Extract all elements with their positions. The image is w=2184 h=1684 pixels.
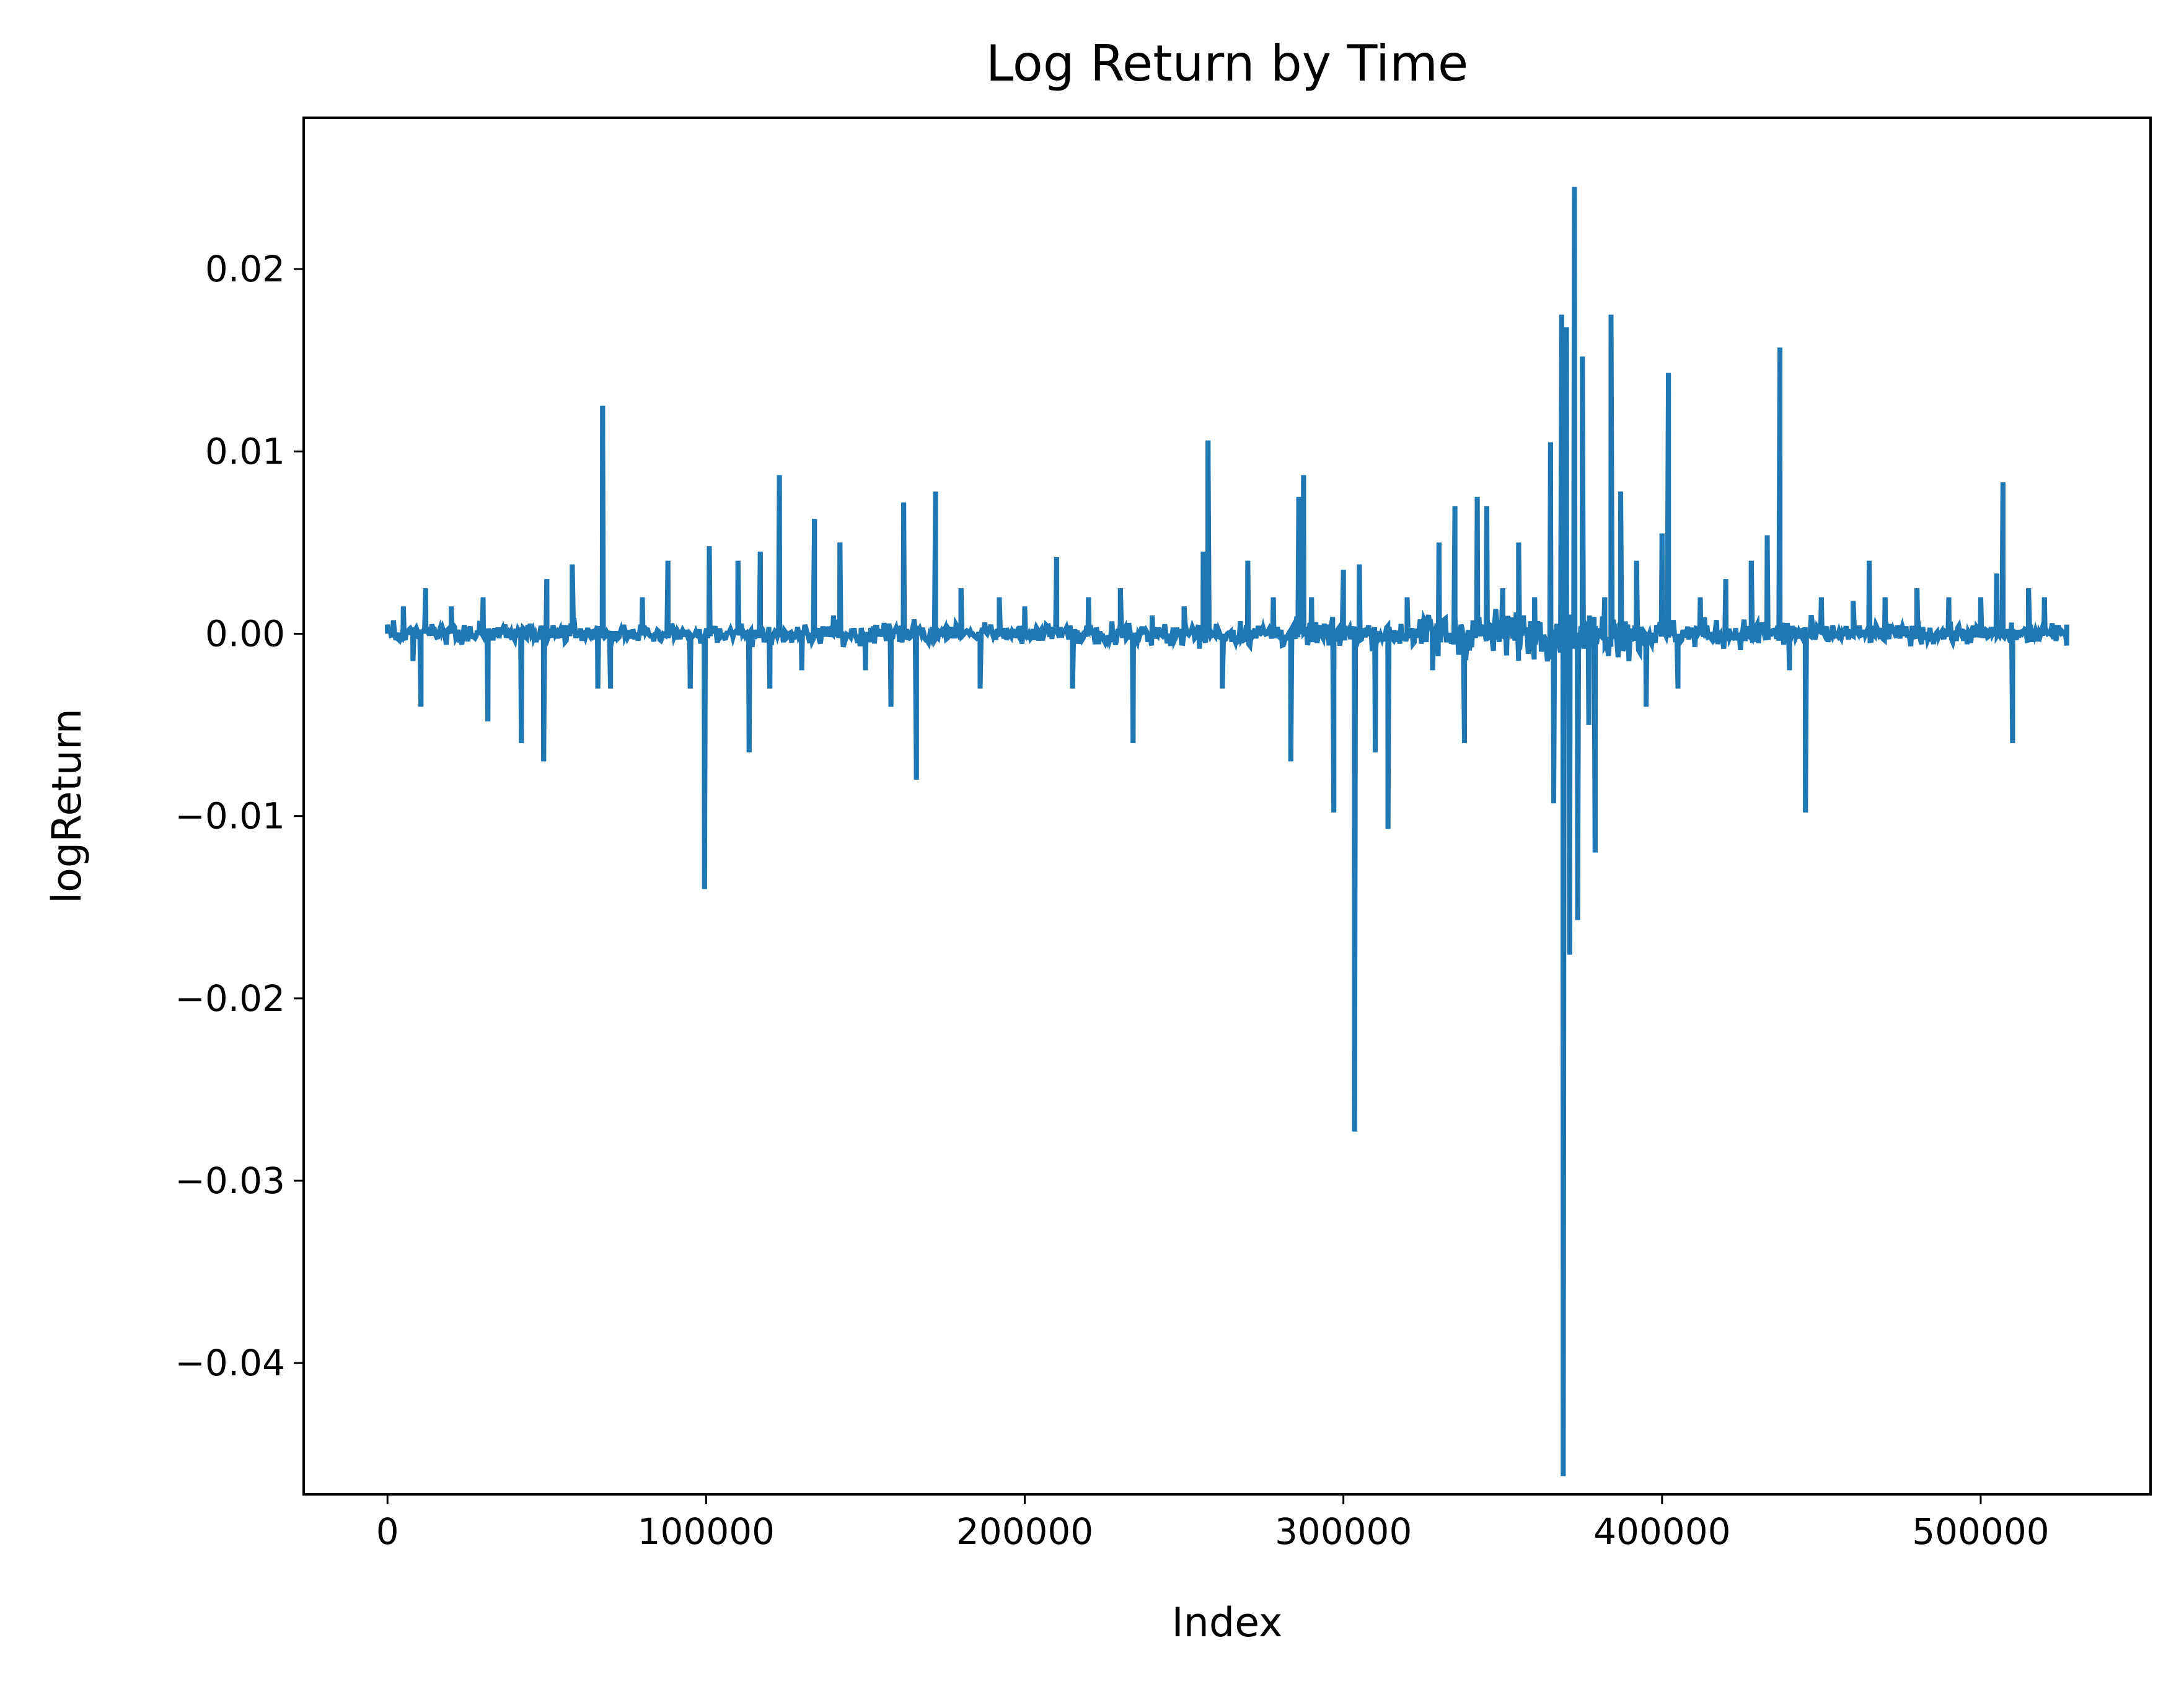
x-axis: 0 100000 200000 300000 400000 500000 <box>376 1494 2050 1553</box>
y-axis: −0.04 −0.03 −0.02 −0.01 0.00 0.01 0.02 <box>175 248 304 1384</box>
x-tick-label: 300000 <box>1275 1510 1412 1553</box>
plot-area <box>304 118 2151 1494</box>
y-tick-label: 0.02 <box>205 248 285 290</box>
x-tick-label: 400000 <box>1593 1510 1730 1553</box>
x-tick-label: 0 <box>376 1510 399 1553</box>
series-layer <box>385 187 2069 1476</box>
y-tick-label: −0.03 <box>175 1160 285 1202</box>
chart-title: Log Return by Time <box>986 35 1469 92</box>
y-axis-label: logReturn <box>44 708 90 904</box>
x-tick-label: 100000 <box>638 1510 775 1553</box>
y-tick-label: 0.01 <box>205 430 285 472</box>
x-axis-label: Index <box>1172 1600 1283 1646</box>
y-tick-label: −0.02 <box>175 977 285 1020</box>
plot-frame <box>302 117 2152 1496</box>
y-tick-label: 0.00 <box>205 613 285 655</box>
y-tick-label: −0.04 <box>175 1342 285 1384</box>
x-tick-label: 200000 <box>956 1510 1093 1553</box>
y-tick-label: −0.01 <box>175 795 285 837</box>
series-line <box>385 187 2069 1476</box>
x-tick-label: 500000 <box>1912 1510 2049 1553</box>
